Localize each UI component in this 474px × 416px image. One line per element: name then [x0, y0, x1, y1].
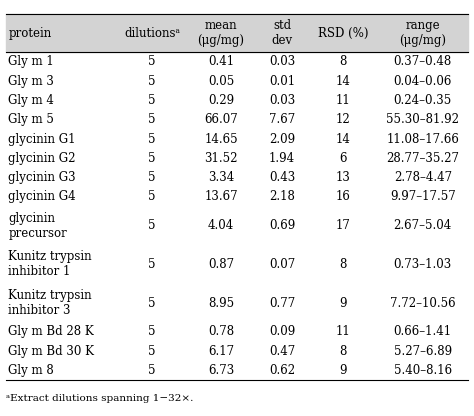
Text: mean
(μg/mg): mean (μg/mg)	[198, 19, 245, 47]
Text: 0.66–1.41: 0.66–1.41	[394, 325, 452, 339]
Text: 14: 14	[336, 133, 351, 146]
Text: Gly m 1: Gly m 1	[9, 55, 54, 69]
Text: 6: 6	[339, 152, 347, 165]
Text: 17: 17	[336, 219, 351, 233]
Text: 13.67: 13.67	[204, 191, 238, 203]
Text: 28.77–35.27: 28.77–35.27	[386, 152, 459, 165]
Text: 3.34: 3.34	[208, 171, 234, 184]
Text: 5: 5	[148, 258, 156, 271]
Text: Kunitz trypsin
inhibitor 1: Kunitz trypsin inhibitor 1	[9, 250, 92, 278]
Text: 5: 5	[148, 55, 156, 69]
Text: 7.72–10.56: 7.72–10.56	[390, 297, 456, 310]
Text: 0.05: 0.05	[208, 75, 234, 88]
Text: 12: 12	[336, 113, 351, 126]
Text: 5.40–8.16: 5.40–8.16	[394, 364, 452, 377]
Bar	[6, 14, 468, 52]
Text: 0.29: 0.29	[208, 94, 234, 107]
Text: 9: 9	[339, 364, 347, 377]
Text: 8: 8	[339, 55, 347, 69]
Text: Gly m Bd 30 K: Gly m Bd 30 K	[9, 345, 94, 358]
Text: 55.30–81.92: 55.30–81.92	[386, 113, 459, 126]
Text: 0.62: 0.62	[269, 364, 295, 377]
Text: Gly m 8: Gly m 8	[9, 364, 54, 377]
Text: 5: 5	[148, 364, 156, 377]
Text: dilutionsᵃ: dilutionsᵃ	[124, 27, 180, 40]
Text: 5: 5	[148, 345, 156, 358]
Text: 2.67–5.04: 2.67–5.04	[393, 219, 452, 233]
Text: 5: 5	[148, 325, 156, 339]
Text: 0.69: 0.69	[269, 219, 295, 233]
Text: Gly m 4: Gly m 4	[9, 94, 55, 107]
Text: 14: 14	[336, 75, 351, 88]
Text: 0.07: 0.07	[269, 258, 295, 271]
Text: 9.97–17.57: 9.97–17.57	[390, 191, 456, 203]
Text: 8: 8	[339, 345, 347, 358]
Text: Kunitz trypsin
inhibitor 3: Kunitz trypsin inhibitor 3	[9, 289, 92, 317]
Text: 2.09: 2.09	[269, 133, 295, 146]
Text: 1.94: 1.94	[269, 152, 295, 165]
Text: 31.52: 31.52	[204, 152, 238, 165]
Text: 5: 5	[148, 75, 156, 88]
Text: 0.01: 0.01	[269, 75, 295, 88]
Text: Gly m 3: Gly m 3	[9, 75, 55, 88]
Text: 0.09: 0.09	[269, 325, 295, 339]
Text: 0.03: 0.03	[269, 55, 295, 69]
Text: 2.18: 2.18	[269, 191, 295, 203]
Text: 0.87: 0.87	[208, 258, 234, 271]
Text: glycinin G4: glycinin G4	[9, 191, 76, 203]
Text: 2.78–4.47: 2.78–4.47	[394, 171, 452, 184]
Text: 66.07: 66.07	[204, 113, 238, 126]
Text: 7.67: 7.67	[269, 113, 295, 126]
Text: 8.95: 8.95	[208, 297, 234, 310]
Text: 11: 11	[336, 325, 351, 339]
Text: 5: 5	[148, 133, 156, 146]
Text: std
dev: std dev	[272, 19, 292, 47]
Text: RSD (%): RSD (%)	[318, 27, 368, 40]
Text: 5: 5	[148, 113, 156, 126]
Text: 0.78: 0.78	[208, 325, 234, 339]
Text: 0.73–1.03: 0.73–1.03	[393, 258, 452, 271]
Text: 5: 5	[148, 94, 156, 107]
Text: 0.03: 0.03	[269, 94, 295, 107]
Text: 0.37–0.48: 0.37–0.48	[393, 55, 452, 69]
Text: 5: 5	[148, 152, 156, 165]
Text: Gly m 5: Gly m 5	[9, 113, 55, 126]
Text: 14.65: 14.65	[204, 133, 238, 146]
Text: glycinin G2: glycinin G2	[9, 152, 76, 165]
Text: 8: 8	[339, 258, 347, 271]
Text: ᵃExtract dilutions spanning 1−32×.: ᵃExtract dilutions spanning 1−32×.	[6, 394, 193, 403]
Text: glycinin G3: glycinin G3	[9, 171, 76, 184]
Text: 5.27–6.89: 5.27–6.89	[394, 345, 452, 358]
Text: protein: protein	[9, 27, 52, 40]
Text: 0.24–0.35: 0.24–0.35	[393, 94, 452, 107]
Text: 5: 5	[148, 297, 156, 310]
Text: Gly m Bd 28 K: Gly m Bd 28 K	[9, 325, 94, 339]
Text: 0.43: 0.43	[269, 171, 295, 184]
Text: 9: 9	[339, 297, 347, 310]
Text: 6.17: 6.17	[208, 345, 234, 358]
Text: 4.04: 4.04	[208, 219, 234, 233]
Text: 11: 11	[336, 94, 351, 107]
Text: 0.41: 0.41	[208, 55, 234, 69]
Text: 11.08–17.66: 11.08–17.66	[386, 133, 459, 146]
Text: range
(μg/mg): range (μg/mg)	[399, 19, 447, 47]
Text: 0.77: 0.77	[269, 297, 295, 310]
Text: 16: 16	[336, 191, 351, 203]
Text: 5: 5	[148, 171, 156, 184]
Text: 6.73: 6.73	[208, 364, 234, 377]
Text: glycinin
precursor: glycinin precursor	[9, 212, 67, 240]
Text: 5: 5	[148, 191, 156, 203]
Text: glycinin G1: glycinin G1	[9, 133, 76, 146]
Text: 0.04–0.06: 0.04–0.06	[393, 75, 452, 88]
Text: 5: 5	[148, 219, 156, 233]
Text: 0.47: 0.47	[269, 345, 295, 358]
Text: 13: 13	[336, 171, 351, 184]
